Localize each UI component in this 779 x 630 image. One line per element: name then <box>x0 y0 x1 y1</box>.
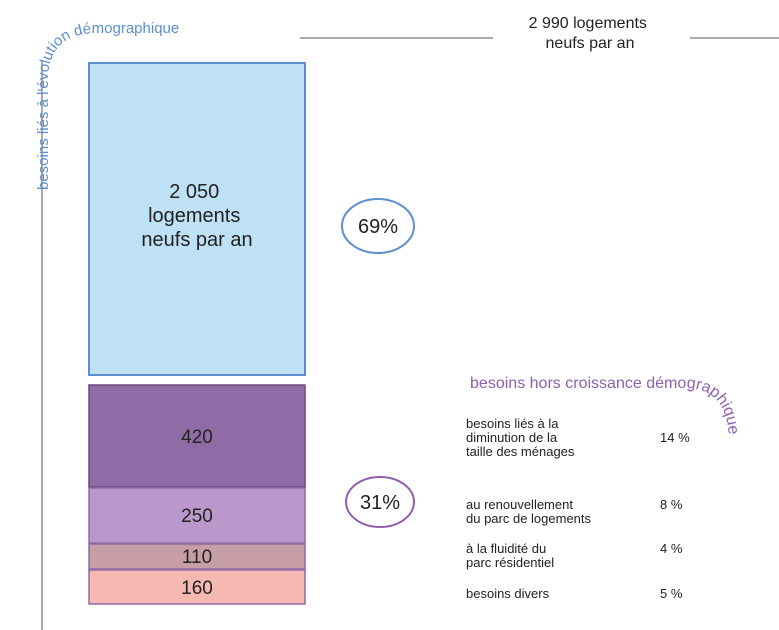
total: 2 990 logements neufs par an <box>529 15 652 52</box>
main-block-label: 2 050 logements neufs par an <box>141 181 252 251</box>
share-ellipse <box>341 198 415 254</box>
segment-label: 420 <box>181 427 213 448</box>
main-share: 69% <box>358 216 398 238</box>
item-line: besoins divers <box>466 586 550 601</box>
segment-label: 110 <box>182 547 212 568</box>
item-line: diminution de la <box>466 430 558 445</box>
item-share: 8 % <box>660 497 683 512</box>
item-share: 5 % <box>660 586 683 601</box>
main-line: logements <box>148 205 240 227</box>
item-share: 4 % <box>660 541 683 556</box>
item-line: parc résidentiel <box>466 555 554 570</box>
item-line: besoins liés à la <box>466 416 559 431</box>
segment <box>88 487 306 544</box>
segment-label: 250 <box>181 506 213 527</box>
segment <box>88 543 306 570</box>
main-line: 2 050 <box>169 181 219 203</box>
item-label: besoins liés à la diminution de la taill… <box>466 416 575 459</box>
segment-label: 160 <box>181 578 213 599</box>
item-line: au renouvellement <box>466 497 573 512</box>
main-block <box>88 62 306 376</box>
item-line: taille des ménages <box>466 444 575 459</box>
share-ellipse <box>345 476 415 528</box>
item-label: au renouvellement du parc de logements <box>466 497 592 526</box>
other-share: 31% <box>360 492 400 514</box>
segment <box>88 384 306 488</box>
main-line: neufs par an <box>141 229 252 251</box>
total-line: neufs par an <box>546 35 635 52</box>
item-line: à la fluidité du <box>466 541 546 556</box>
segment <box>88 569 306 605</box>
item-label: à la fluidité du parc résidentiel <box>466 541 554 570</box>
total-line: 2 990 logements <box>529 15 647 32</box>
item-share: 14 % <box>660 430 690 445</box>
item-line: du parc de logements <box>466 511 592 526</box>
items: besoins liés à la diminution de la taill… <box>466 416 690 601</box>
